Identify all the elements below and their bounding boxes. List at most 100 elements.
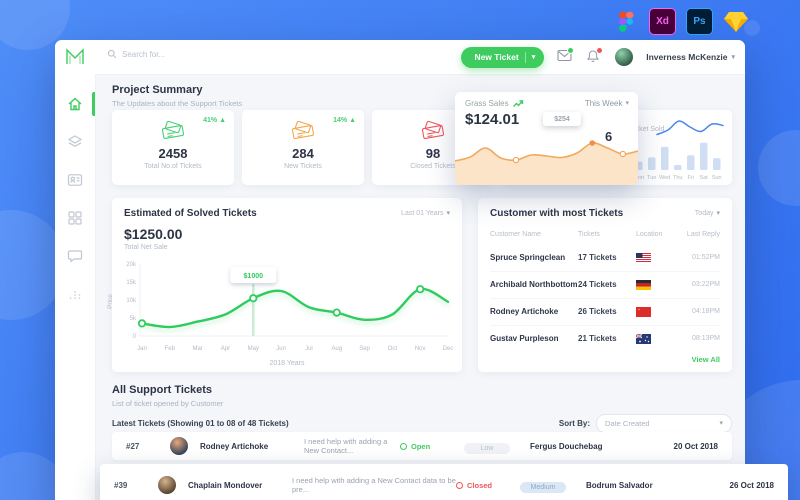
gross-sales-title: Grass Sales: [465, 99, 524, 108]
gross-sales-card[interactable]: Grass Sales This Week ▾ $124.01 $254: [455, 92, 638, 185]
svg-text:15k: 15k: [126, 280, 137, 286]
chat-icon: [67, 250, 83, 263]
svg-text:Sep: Sep: [359, 346, 370, 352]
chevron-down-icon: ▾: [531, 53, 536, 61]
summary-card-new-tickets[interactable]: 14% ▲ 284 New Tickets: [242, 110, 364, 185]
svg-text:20k: 20k: [126, 262, 137, 268]
customer-row[interactable]: Archibald Northbottom 24 Tickets 03:22PM: [490, 271, 720, 299]
customer-avatar: [170, 437, 188, 455]
search-input[interactable]: Search for...: [107, 49, 165, 59]
user-menu[interactable]: Inverness McKenzie ▾: [646, 52, 735, 62]
svg-text:Jul: Jul: [305, 346, 313, 352]
customer-row[interactable]: Gustav Purpleson 21 Tickets 08:13PM: [490, 325, 720, 352]
new-ticket-button[interactable]: New Ticket ▾: [461, 46, 545, 68]
ticket-id: #27: [126, 441, 140, 451]
svg-text:Jan: Jan: [137, 346, 147, 352]
sidebar-item-apps[interactable]: [67, 210, 83, 226]
svg-text:5k: 5k: [130, 316, 137, 322]
customer-row[interactable]: Spruce Springclean 17 Tickets 01:52PM: [490, 244, 720, 272]
customer-row[interactable]: Rodney Artichoke 26 Tickets 04:18PM: [490, 298, 720, 326]
ticket-icon: [372, 119, 494, 148]
sidebar-item-chat[interactable]: [67, 248, 83, 264]
sort-by-value: Date Created: [605, 419, 650, 428]
ticket-date: 20 Oct 2018: [673, 441, 718, 451]
svg-text:Oct: Oct: [388, 346, 398, 352]
sort-by-label: Sort By:: [558, 419, 590, 428]
customer-last-reply: 08:13PM: [691, 335, 720, 342]
ticket-date: 26 Oct 2018: [729, 480, 774, 490]
svg-text:$1000: $1000: [244, 273, 264, 280]
customer-name: Gustav Purpleson: [490, 334, 559, 343]
user-avatar[interactable]: [615, 48, 634, 66]
customer-tickets: 21 Tickets: [578, 334, 617, 343]
gross-sales-period-dropdown[interactable]: This Week ▾: [584, 99, 629, 108]
sidebar-item-contacts[interactable]: [67, 172, 83, 188]
sidebar-item-tickets[interactable]: [67, 134, 83, 150]
app-logo[interactable]: [64, 47, 86, 71]
summary-label: New Tickets: [284, 163, 322, 170]
sketch-icon[interactable]: [723, 9, 748, 34]
mail-icon[interactable]: [557, 47, 575, 65]
bell-icon[interactable]: [586, 47, 604, 65]
gross-sales-area-chart: [455, 135, 638, 185]
adobe-xd-icon[interactable]: Xd: [649, 8, 676, 35]
summary-value: 284: [292, 146, 314, 161]
design-tool-icons: Xd Ps: [614, 8, 748, 35]
photoshop-icon[interactable]: Ps: [686, 8, 713, 35]
flag-australia-icon: [636, 333, 684, 344]
svg-text:Dec: Dec: [443, 346, 454, 352]
customer-last-reply: 03:22PM: [691, 281, 720, 288]
customer-tickets: 26 Tickets: [578, 307, 617, 316]
ticket-sold-sparkline: [655, 113, 725, 146]
svg-text:Sun: Sun: [712, 175, 722, 181]
customers-card: Customer with most Tickets Today ▾ Custom…: [478, 198, 732, 372]
sidebar-active-indicator: [92, 92, 95, 116]
ticket-icon: [242, 119, 364, 148]
project-summary-title: Project Summary: [112, 84, 203, 96]
chevron-down-icon: ▾: [731, 53, 735, 61]
search-placeholder: Search for...: [122, 49, 166, 59]
svg-text:Sat: Sat: [700, 175, 709, 181]
sort-by-dropdown[interactable]: Date Created ▾: [596, 414, 732, 433]
svg-text:Tue: Tue: [647, 175, 656, 181]
flag-us-icon: [636, 252, 684, 263]
estimated-period-dropdown[interactable]: Last 01 Years ▾: [401, 210, 450, 217]
summary-card-total-tickets[interactable]: 41% ▲ 2458 Total No.of Tickets: [112, 110, 234, 185]
new-ticket-label: New Ticket: [474, 52, 519, 62]
trend-up-icon: [512, 99, 523, 107]
ticket-row-elevated[interactable]: #39 Chaplain Mondover I need help with a…: [100, 464, 788, 500]
chevron-down-icon: ▾: [716, 210, 720, 217]
decor-circle: [744, 20, 760, 36]
svg-text:0: 0: [133, 334, 137, 340]
ticket-description: I need help with adding a New Contact...: [304, 437, 388, 455]
summary-label: Closed Tickets: [410, 163, 456, 170]
sidebar-item-home[interactable]: [67, 96, 83, 112]
customers-period-dropdown[interactable]: Today ▾: [694, 210, 720, 217]
ticket-sold-value: 6: [605, 129, 613, 144]
delta-value: 41%: [203, 117, 218, 124]
sidebar-item-analytics[interactable]: [67, 286, 83, 302]
project-summary-subtitle: The Updates about the Support Tickets: [112, 99, 243, 108]
gross-sales-value: $124.01: [465, 111, 520, 128]
customer-avatar: [158, 476, 176, 494]
top-bar: Search for... New Ticket ▾: [55, 40, 745, 75]
estimated-subtitle: Total Net Sale: [124, 244, 168, 251]
latest-tickets-label: Latest Tickets (Showing 01 to 08 of 48 T…: [112, 419, 289, 428]
customer-tickets: 17 Tickets: [578, 253, 617, 262]
svg-text:May: May: [248, 346, 259, 352]
chevron-down-icon: ▾: [719, 420, 723, 427]
customer-name: Rodney Artichoke: [490, 307, 559, 316]
svg-text:Thu: Thu: [673, 175, 682, 181]
xd-label: Xd: [656, 16, 669, 27]
delta-value: 14%: [333, 117, 348, 124]
ticket-sold-bar-chart: Mon Tue Wed Thu Fri Sat Sun: [633, 140, 729, 187]
ticket-row[interactable]: #27 Rodney Artichoke I need help with ad…: [112, 432, 732, 460]
home-icon: [68, 97, 82, 111]
svg-text:Apr: Apr: [221, 346, 230, 352]
figma-icon[interactable]: [614, 9, 639, 34]
analytics-icon: [69, 290, 81, 299]
status-dot: [400, 442, 407, 450]
view-all-link[interactable]: View All: [691, 355, 720, 364]
grid-icon: [68, 211, 82, 225]
